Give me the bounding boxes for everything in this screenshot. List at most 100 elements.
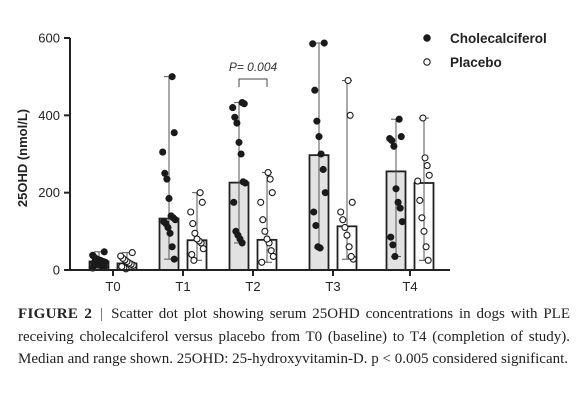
data-point-placebo	[347, 252, 355, 261]
data-point-cholecalciferol	[170, 129, 178, 137]
data-point-cholecalciferol	[311, 86, 319, 94]
data-point-cholecalciferol	[319, 165, 327, 174]
data-point-placebo	[267, 247, 275, 255]
data-point-placebo	[346, 111, 354, 119]
figure-label: FIGURE 2	[18, 306, 93, 322]
data-point-placebo	[128, 249, 136, 257]
data-point-placebo	[257, 198, 265, 206]
data-point-cholecalciferol	[395, 115, 403, 123]
data-point-placebo	[266, 175, 274, 183]
y-tick-label: 200	[38, 185, 60, 200]
data-point-placebo	[420, 227, 428, 235]
data-point-cholecalciferol	[398, 218, 406, 226]
x-tick-label: T2	[245, 279, 260, 294]
data-point-placebo	[424, 256, 432, 264]
data-point-placebo	[339, 216, 347, 224]
data-point-cholecalciferol	[232, 227, 240, 235]
x-tick-label: T0	[105, 279, 120, 294]
legend-marker-placebo	[423, 58, 431, 66]
scatter-dot-chart: 0 200 400 600 T0 T1 T2 T3 T4 25OHD (nmol/L) P= …	[15, 31, 547, 295]
data-point-placebo	[117, 252, 125, 260]
data-point-placebo	[187, 208, 195, 216]
data-point-cholecalciferol	[230, 198, 238, 206]
data-point-cholecalciferol	[389, 241, 397, 249]
data-point-cholecalciferol	[239, 178, 247, 186]
data-point-placebo	[199, 245, 207, 253]
data-point-placebo	[268, 189, 276, 197]
data-point-placebo	[414, 177, 422, 185]
data-point-placebo	[259, 216, 267, 224]
data-point-cholecalciferol	[391, 252, 399, 261]
data-point-cholecalciferol	[165, 194, 173, 203]
data-point-cholecalciferol	[170, 255, 178, 263]
legend-marker-cholecalciferol	[423, 34, 431, 42]
data-point-cholecalciferol	[387, 233, 395, 241]
range-bars	[94, 42, 429, 270]
data-point-placebo	[419, 114, 427, 122]
figure-caption: FIGURE 2 | Scatter dot plot showing serum …	[18, 303, 570, 371]
data-point-placebo	[344, 76, 352, 85]
x-tick-label: T3	[325, 279, 340, 294]
legend-label-cholecalciferol: Cholecalciferol	[450, 31, 547, 46]
data-point-placebo	[264, 169, 272, 177]
data-point-placebo	[421, 154, 429, 162]
data-point-cholecalciferol	[317, 150, 325, 158]
data-point-placebo	[189, 220, 197, 228]
data-point-cholecalciferol	[394, 198, 402, 206]
significance-bracket	[238, 78, 268, 87]
data-point-cholecalciferol	[159, 148, 167, 156]
data-point-cholecalciferol	[237, 150, 245, 158]
data-point-placebo	[418, 214, 426, 222]
data-point-placebo	[193, 235, 201, 243]
y-ticks: 0 200 400 600	[38, 31, 70, 278]
data-point-cholecalciferol	[392, 185, 400, 193]
data-point-placebo	[416, 196, 424, 204]
data-point-cholecalciferol	[310, 208, 318, 216]
data-point-placebo	[191, 229, 199, 237]
data-point-placebo	[345, 243, 353, 251]
axes	[69, 38, 450, 271]
data-point-cholecalciferol	[320, 39, 328, 47]
data-point-cholecalciferol	[312, 221, 320, 230]
data-point-placebo	[118, 262, 126, 271]
data-point-placebo	[343, 231, 351, 239]
data-point-placebo	[188, 250, 196, 259]
y-axis-title: 25OHD (nmol/L)	[15, 109, 30, 207]
y-tick-label: 400	[38, 108, 60, 123]
significance-label: P= 0.004	[229, 60, 278, 74]
data-point-cholecalciferol	[160, 218, 168, 226]
caption-separator: |	[100, 306, 104, 322]
data-point-cholecalciferol	[313, 117, 321, 125]
data-point-cholecalciferol	[100, 248, 108, 256]
data-point-cholecalciferol	[167, 212, 175, 220]
data-point-placebo	[258, 258, 266, 266]
data-point-cholecalciferol	[235, 138, 243, 146]
data-point-cholecalciferol	[397, 133, 405, 141]
data-points	[89, 39, 433, 273]
legend: Cholecalciferol Placebo	[423, 31, 547, 70]
legend-label-placebo: Placebo	[450, 55, 502, 70]
caption-text: Scatter dot plot showing serum 25OHD con…	[18, 306, 570, 368]
data-point-cholecalciferol	[315, 133, 323, 141]
data-point-cholecalciferol	[238, 99, 246, 107]
data-point-placebo	[341, 223, 349, 232]
data-point-placebo	[196, 189, 204, 197]
data-point-placebo	[198, 198, 206, 206]
data-point-placebo	[337, 208, 345, 216]
y-tick-label: 600	[38, 31, 60, 46]
data-point-cholecalciferol	[161, 169, 169, 177]
significance-annotation: P= 0.004	[229, 60, 278, 87]
x-tick-label: T1	[175, 279, 190, 294]
median-bars	[88, 154, 435, 271]
data-point-cholecalciferol	[168, 243, 176, 251]
data-point-cholecalciferol	[229, 104, 237, 112]
data-point-cholecalciferol	[386, 134, 394, 143]
x-ticks: T0 T1 T2 T3 T4	[105, 270, 418, 294]
data-point-placebo	[269, 252, 277, 261]
data-point-cholecalciferol	[163, 175, 171, 183]
data-point-cholecalciferol	[231, 113, 239, 121]
data-point-placebo	[422, 243, 430, 251]
x-tick-label: T4	[402, 279, 417, 294]
data-point-cholecalciferol	[168, 73, 176, 81]
data-point-placebo	[261, 227, 269, 235]
